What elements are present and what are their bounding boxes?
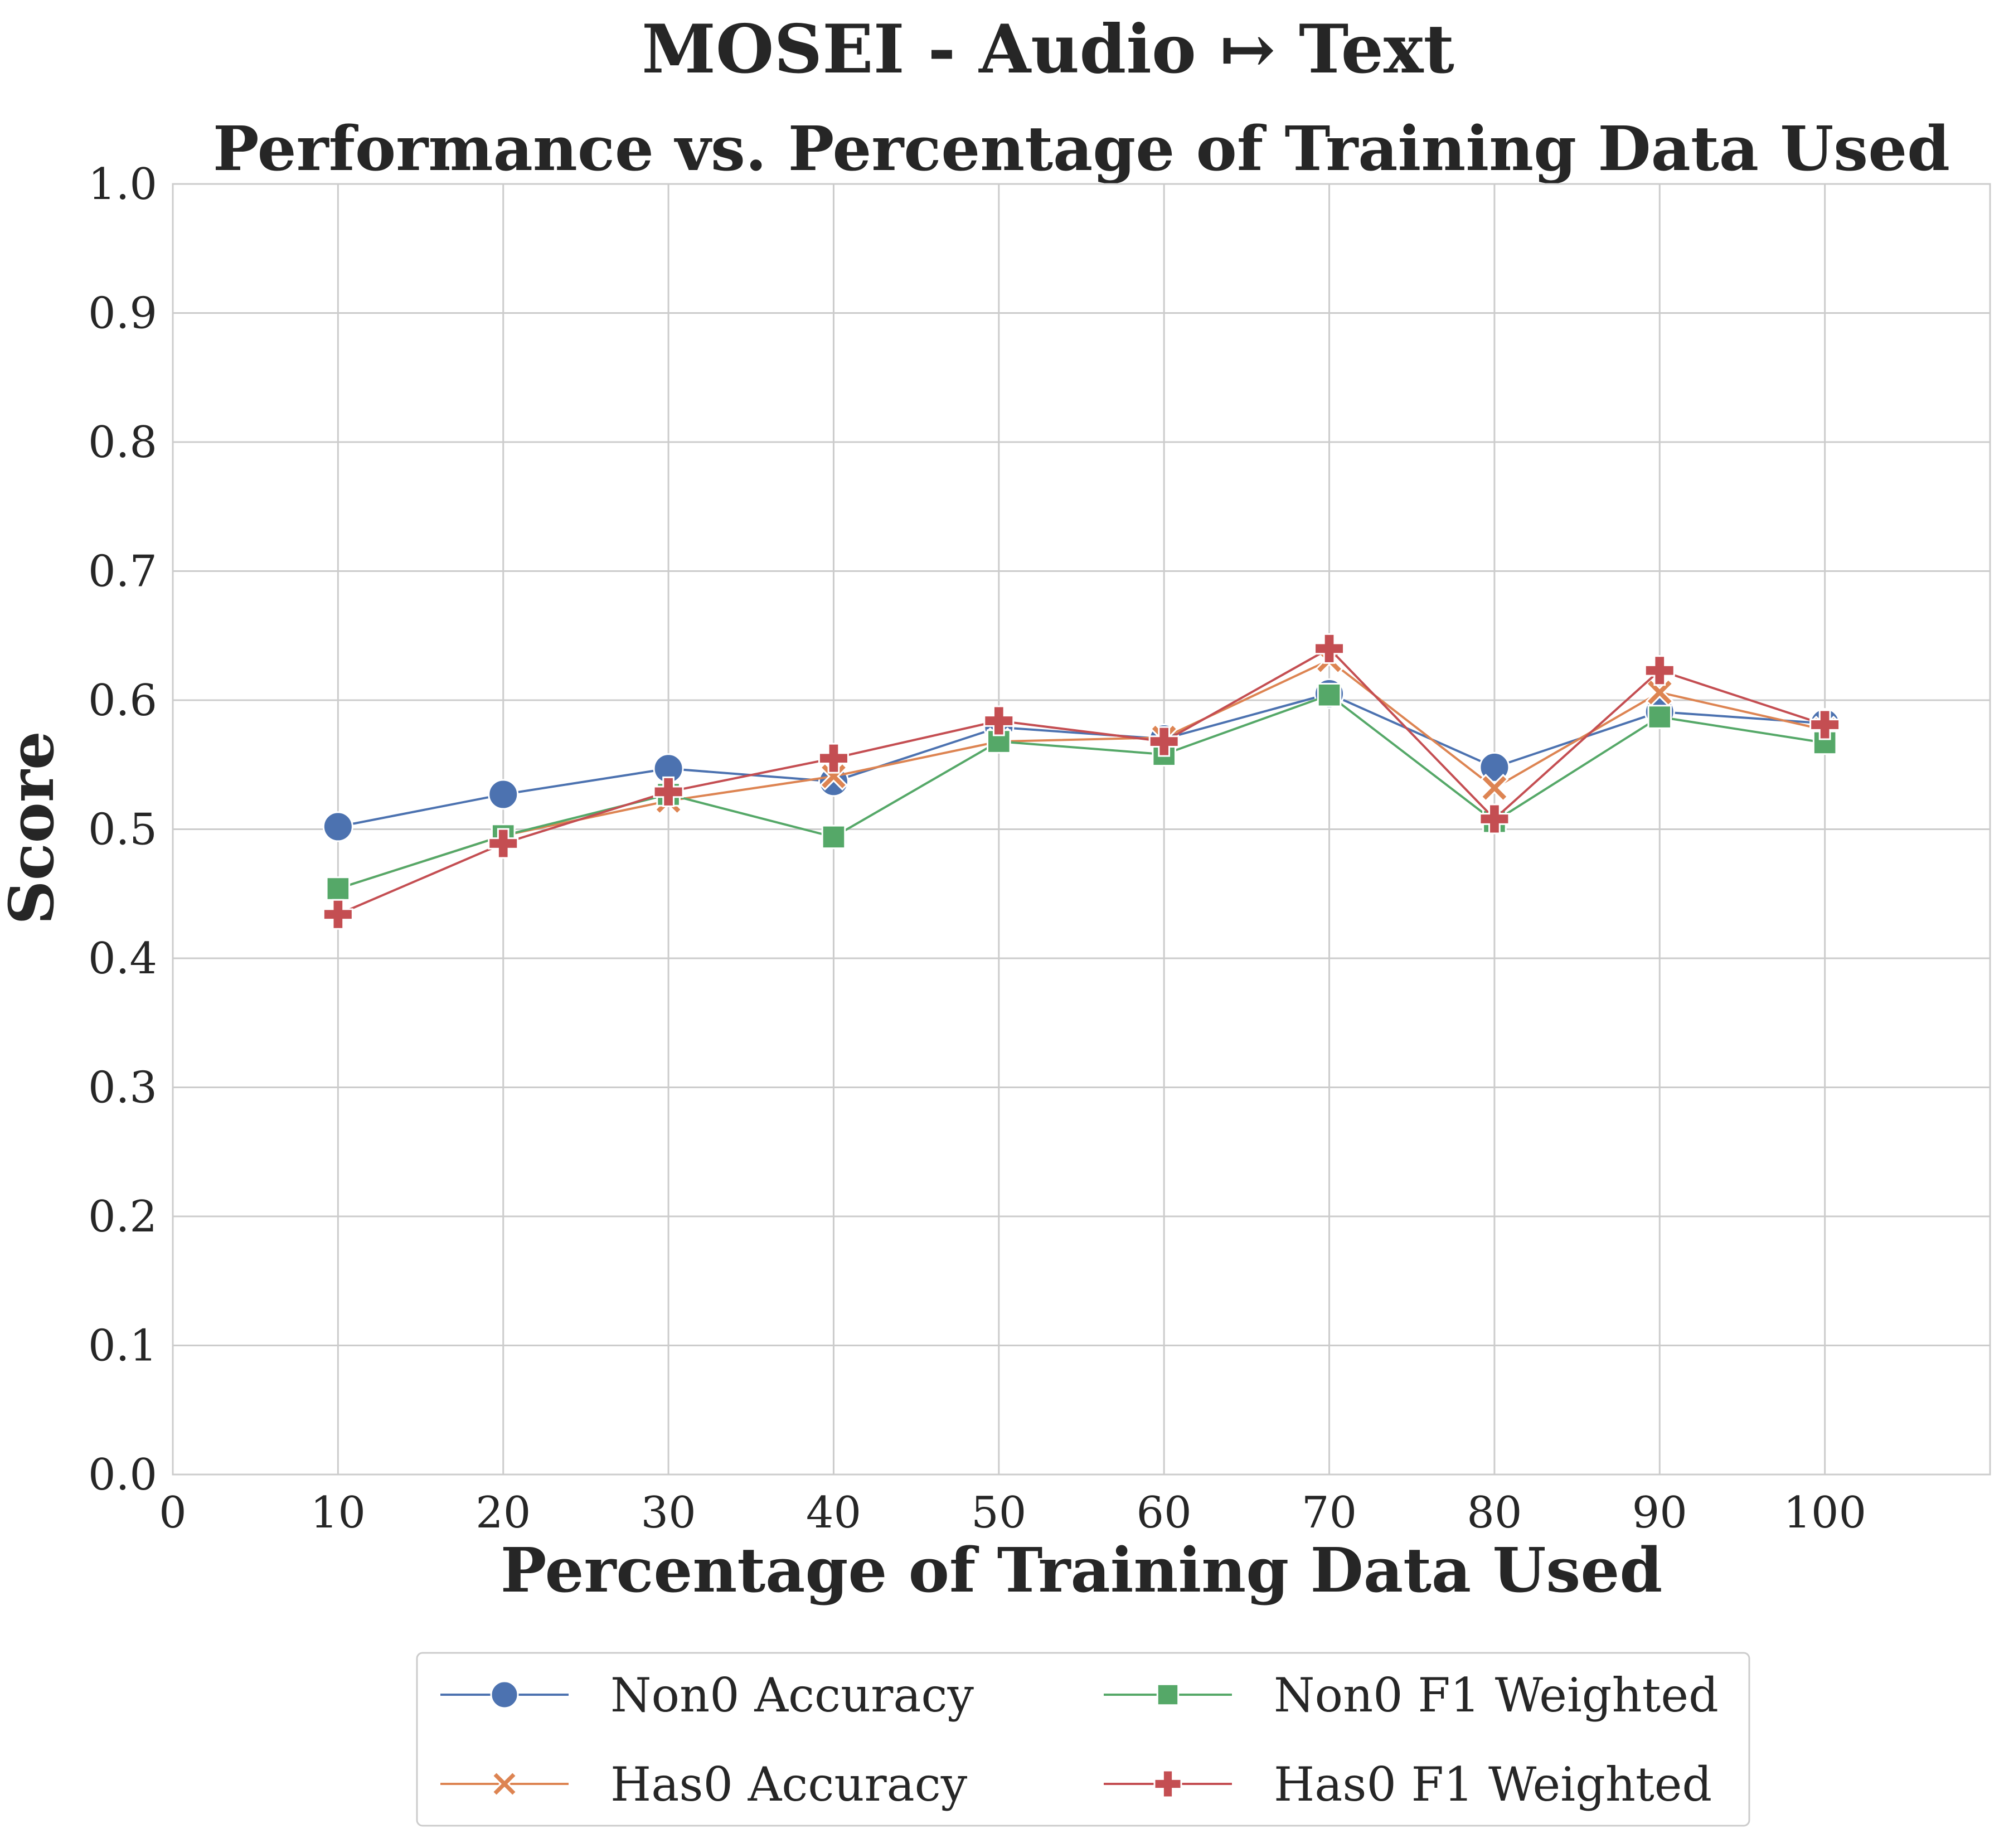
- circle-marker: [488, 779, 519, 810]
- series-has0-accuracy: [323, 646, 1840, 903]
- plus-marker: [818, 743, 849, 774]
- x-tick-label: 60: [1137, 1488, 1192, 1538]
- y-tick-label: 0.8: [88, 418, 157, 468]
- series-non0-accuracy: [322, 678, 1841, 842]
- legend-label: Has0 Accuracy: [610, 1757, 968, 1812]
- tick-labels: 0 10 20 30 40 50 60 70 80 90 100 0.0 0.1 0.2 0.3 0.4 0.5…: [88, 159, 1866, 1538]
- plus-marker: [1479, 803, 1510, 835]
- x-tick-label: 0: [159, 1488, 187, 1538]
- legend-box: [416, 1652, 1750, 1827]
- y-tick-label: 0.6: [88, 676, 157, 726]
- legend-label: Non0 F1 Weighted: [1274, 1668, 1719, 1723]
- circle-marker: [322, 811, 353, 842]
- x-tick-label: 70: [1302, 1488, 1357, 1538]
- grid: [172, 183, 1990, 1476]
- x-axis-title: Percentage of Training Data Used: [501, 1534, 1663, 1606]
- chart-subtitle: Performance vs. Percentage of Training D…: [213, 113, 1950, 185]
- square-marker: [326, 876, 351, 901]
- x-marker: [1480, 773, 1509, 802]
- y-tick-label: 1.0: [88, 159, 157, 210]
- plus-marker: [983, 705, 1015, 736]
- x-tick-label: 10: [310, 1488, 366, 1538]
- circle-marker: [1479, 751, 1510, 783]
- legend-label: Has0 F1 Weighted: [1274, 1757, 1712, 1812]
- x-tick-label: 80: [1467, 1488, 1522, 1538]
- x-tick-label: 40: [806, 1488, 861, 1538]
- plus-marker: [1148, 726, 1180, 757]
- y-tick-label: 0.7: [88, 547, 157, 597]
- legend-label: Non0 Accuracy: [610, 1668, 974, 1723]
- plus-marker: [322, 899, 353, 930]
- plus-marker: [1153, 1769, 1182, 1798]
- series: [322, 633, 1841, 930]
- plus-marker: [1314, 633, 1345, 664]
- plus-marker: [1644, 655, 1675, 686]
- plus-marker: [653, 776, 684, 807]
- plus-marker: [488, 828, 519, 859]
- legend: Non0 Accuracy Has0 Accuracy Non0 F1 Weight…: [416, 1652, 1750, 1827]
- square-marker: [1317, 682, 1342, 707]
- y-tick-label: 0.1: [88, 1321, 157, 1371]
- chart-title: MOSEI - Audio ↦ Text: [642, 10, 1454, 89]
- y-tick-label: 0.3: [88, 1063, 157, 1113]
- y-tick-label: 0.2: [88, 1192, 157, 1242]
- plus-marker: [1809, 709, 1841, 740]
- circle-marker: [490, 1680, 519, 1709]
- x-tick-label: 20: [475, 1488, 531, 1538]
- square-marker: [821, 824, 846, 850]
- square-marker: [1156, 1683, 1180, 1706]
- y-tick-label: 0.9: [88, 289, 157, 339]
- square-marker: [1647, 705, 1672, 729]
- y-tick-label: 0.4: [88, 934, 157, 984]
- y-tick-label: 0.5: [88, 805, 157, 855]
- x-marker: [491, 1771, 518, 1797]
- x-tick-label: 50: [971, 1488, 1026, 1538]
- series-line: [337, 647, 1826, 916]
- x-tick-label: 90: [1632, 1488, 1687, 1538]
- x-tick-label: 100: [1783, 1488, 1866, 1538]
- y-tick-label: 0.0: [88, 1450, 157, 1500]
- series-line: [337, 658, 1826, 890]
- series-line: [337, 693, 1825, 890]
- x-tick-label: 30: [640, 1488, 696, 1538]
- series-line: [337, 692, 1825, 828]
- plot-area-frame: [172, 183, 1991, 1476]
- y-axis-title: Score: [0, 731, 67, 925]
- series-has0-f1-weighted: [322, 633, 1841, 930]
